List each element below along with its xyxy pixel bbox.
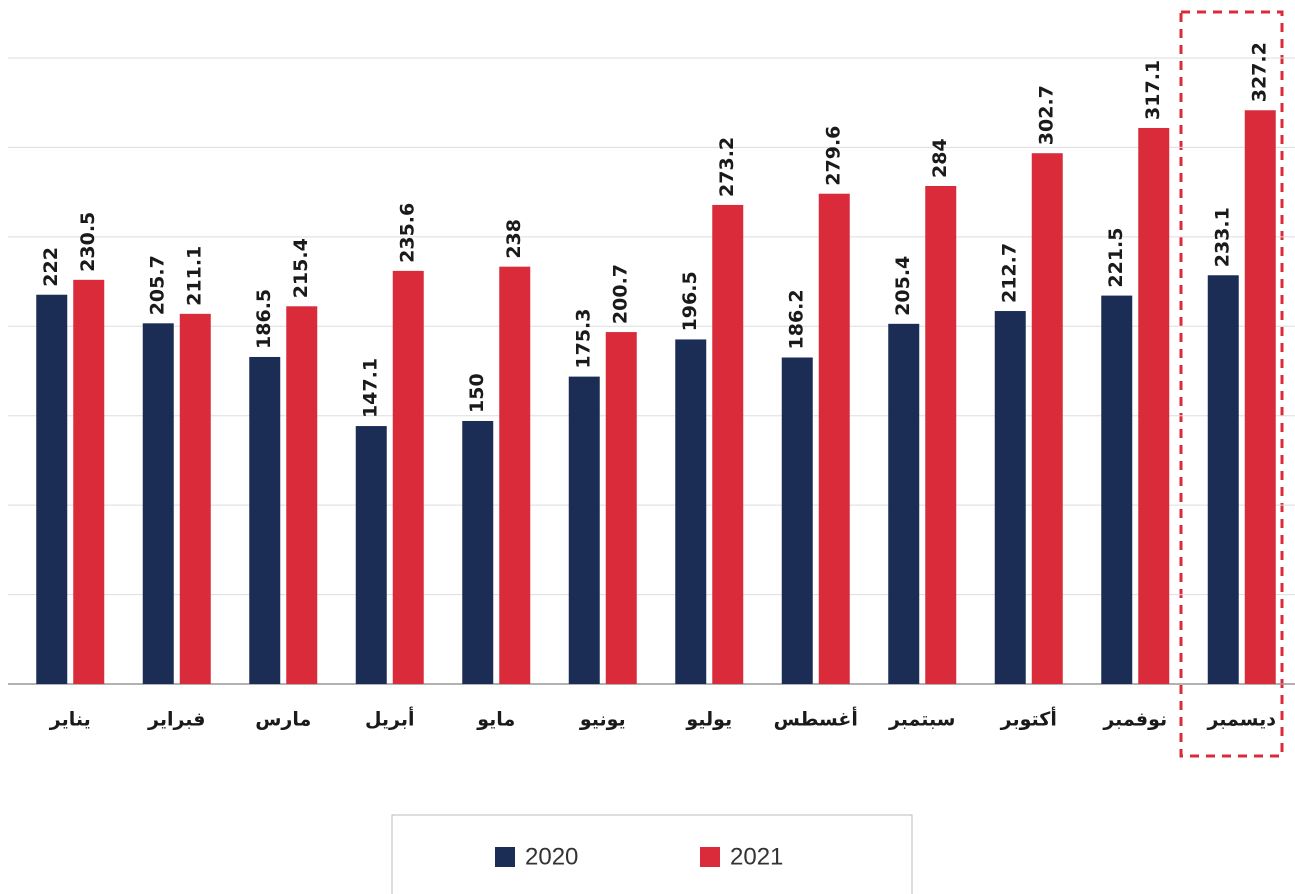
x-tick-label: ديسمبر	[1206, 709, 1276, 731]
x-tick-label: مايو	[476, 709, 515, 731]
value-label: 205.7	[147, 255, 169, 315]
bar	[712, 204, 744, 684]
bar	[499, 266, 531, 684]
value-label: 175.3	[573, 309, 595, 369]
value-label: 215.4	[290, 238, 312, 298]
value-label: 279.6	[823, 126, 845, 186]
value-label: 221.5	[1105, 227, 1127, 287]
value-label: 211.1	[184, 246, 206, 306]
bar	[994, 311, 1026, 684]
legend-label: 2020	[525, 843, 578, 870]
bar	[1138, 127, 1170, 684]
x-tick-label: يناير	[49, 709, 91, 731]
highlight-box	[1179, 10, 1284, 758]
bar	[142, 323, 174, 684]
legend-box	[391, 814, 913, 894]
x-tick-label: سبتمبر	[888, 709, 956, 731]
bar	[1207, 275, 1239, 684]
x-tick-label: أكتوبر	[1000, 707, 1057, 731]
bar	[781, 357, 813, 684]
bar	[249, 356, 281, 684]
legend-swatch	[700, 847, 720, 867]
bar	[73, 279, 105, 684]
value-label: 284	[929, 138, 951, 178]
value-label: 150	[466, 373, 488, 413]
value-label: 273.2	[716, 137, 738, 197]
bar	[355, 426, 387, 684]
bar	[925, 186, 957, 684]
legend-label: 2021	[730, 843, 783, 870]
bar	[462, 420, 494, 684]
bar	[568, 376, 600, 684]
x-tick-label: أبريل	[365, 707, 415, 731]
bar	[675, 339, 707, 684]
value-label: 233.1	[1212, 207, 1234, 267]
x-tick-label: نوفمبر	[1102, 709, 1167, 731]
bar	[818, 193, 850, 684]
x-tick-label: يونيو	[579, 709, 626, 731]
value-label: 230.5	[77, 212, 99, 272]
value-label: 186.5	[253, 289, 275, 349]
bar	[888, 323, 920, 684]
value-label: 317.1	[1142, 60, 1164, 120]
value-label: 222	[40, 247, 62, 287]
x-tick-label: أغسطس	[774, 707, 858, 731]
bar	[392, 270, 424, 684]
bar	[179, 313, 211, 684]
bar	[36, 294, 68, 684]
bar	[1101, 295, 1133, 684]
bar	[605, 332, 637, 684]
bar	[1244, 110, 1276, 685]
x-tick-label: يوليو	[685, 709, 732, 731]
value-label: 238	[503, 219, 525, 259]
value-label: 196.5	[679, 271, 701, 331]
x-tick-label: فبراير	[147, 709, 205, 731]
value-label: 302.7	[1036, 85, 1058, 145]
value-label: 235.6	[397, 203, 419, 263]
value-label: 205.4	[892, 256, 914, 316]
x-tick-label: مارس	[255, 709, 311, 731]
value-label: 186.2	[786, 289, 808, 349]
value-label: 212.7	[999, 243, 1021, 303]
value-label: 200.7	[610, 264, 632, 324]
bar	[1031, 153, 1063, 685]
value-label: 327.2	[1249, 42, 1271, 102]
bar	[286, 306, 318, 684]
value-label: 147.1	[360, 358, 382, 418]
legend-swatch	[495, 847, 515, 867]
